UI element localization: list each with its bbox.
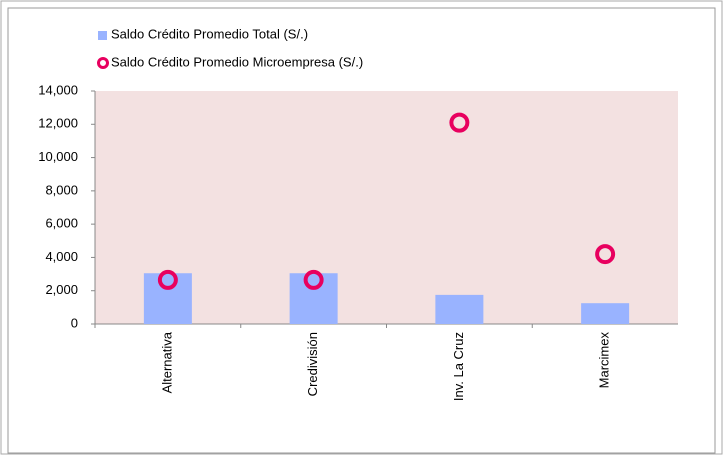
y-tick-label: 8,000 (45, 182, 78, 197)
bar (581, 303, 630, 324)
y-tick-label: 6,000 (45, 216, 78, 231)
y-tick-label: 0 (71, 315, 78, 330)
y-tick-label: 10,000 (38, 149, 78, 164)
y-tick-label: 12,000 (38, 116, 78, 131)
x-tick-label: Inv. La Cruz (451, 332, 466, 401)
point (595, 244, 616, 265)
y-tick-label: 2,000 (45, 282, 78, 297)
point (157, 269, 178, 290)
y-tick-label: 4,000 (45, 249, 78, 264)
bar (435, 294, 484, 324)
bar (143, 273, 192, 324)
legend-swatch (98, 31, 107, 40)
x-tick-label: Marcimex (597, 332, 612, 389)
point (303, 269, 324, 290)
chart-frame (7, 7, 716, 454)
legend-swatch (97, 57, 109, 69)
legend-label: Saldo Crédito Promedio Microempresa (S/.… (111, 54, 363, 69)
legend-label: Saldo Crédito Promedio Total (S/.) (111, 26, 308, 41)
plot-area (95, 91, 678, 324)
x-tick-label: Credivisión (305, 332, 320, 396)
point (449, 112, 470, 133)
x-tick-label: Alternativa (159, 331, 174, 393)
y-tick-label: 14,000 (38, 82, 78, 97)
bar (289, 273, 338, 324)
